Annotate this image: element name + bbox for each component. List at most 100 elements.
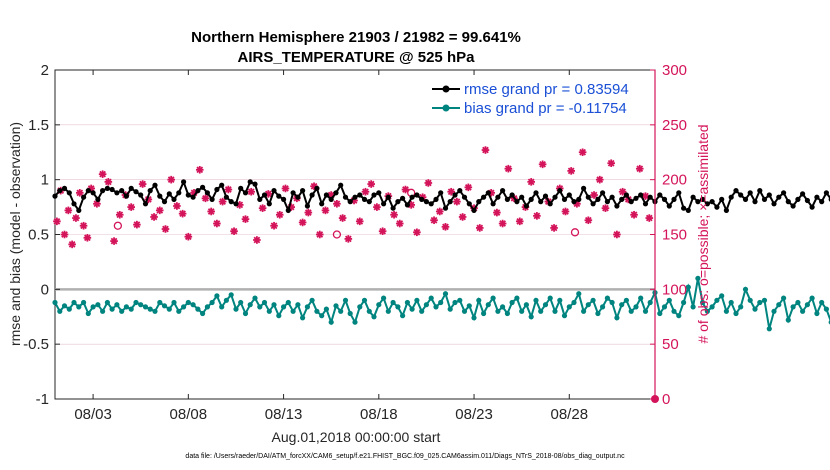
rmse-point [61, 185, 68, 191]
bias-point [209, 299, 215, 306]
bias-point [204, 304, 210, 310]
rmse-point [533, 190, 539, 196]
rmse-point [285, 207, 291, 213]
rmse-point [257, 196, 263, 202]
obs-assimilated-marker [344, 235, 353, 243]
bias-point [190, 302, 196, 308]
bias-point [390, 299, 396, 306]
obs-assimilated-marker [275, 210, 284, 219]
x-tick-label: 08/23 [455, 406, 493, 423]
y-left-tick-label: 1.5 [28, 117, 49, 134]
rmse-point [395, 199, 401, 205]
rmse-point [809, 204, 815, 210]
rmse-point [90, 190, 96, 196]
rmse-point [495, 194, 501, 200]
bias-point [485, 302, 491, 308]
rmse-point [157, 193, 163, 199]
rmse-point [171, 196, 177, 202]
bias-point [223, 297, 229, 303]
obs-assimilated-marker [195, 165, 204, 174]
bias-point [142, 304, 149, 310]
obs-assimilated-marker [138, 180, 147, 188]
bias-point [666, 297, 672, 303]
bias-point [385, 308, 391, 314]
bias-point [247, 302, 253, 308]
obs-assimilated-marker [281, 184, 290, 193]
bias-point [442, 291, 449, 297]
rmse-point [57, 188, 63, 194]
obs-assimilated-marker [464, 183, 473, 192]
obs-assimilated-marker [441, 223, 450, 231]
rmse-point [800, 191, 806, 197]
obs-assimilated-marker [504, 164, 513, 173]
x-tick-label: 08/08 [170, 406, 208, 423]
rmse-point [504, 196, 510, 202]
bias-point [676, 313, 682, 319]
bias-point [495, 308, 501, 314]
rmse-point [738, 192, 744, 198]
rmse-point [785, 199, 791, 205]
rmse-point [795, 196, 801, 202]
obs-assimilated-marker [378, 227, 387, 236]
legend-bias-marker [442, 104, 450, 112]
obs-assimilated-marker [173, 202, 181, 210]
bias-point [347, 310, 353, 317]
rmse-point [447, 199, 453, 205]
rmse-point [714, 204, 720, 210]
bias-point [633, 304, 639, 310]
obs-assimilated-marker [110, 237, 118, 245]
bias-point [471, 315, 477, 321]
bias-point [81, 299, 87, 306]
bias-point [623, 297, 630, 303]
bias-point [200, 310, 206, 317]
bias-point [709, 304, 715, 310]
rmse-point [433, 196, 439, 202]
chart-title-line2: AIRS_TEMPERATURE @ 525 hPa [238, 49, 476, 66]
y-left-tick-label: 2 [41, 62, 49, 79]
rmse-point [347, 199, 353, 205]
rmse-point [585, 194, 591, 200]
bias-point [700, 299, 706, 306]
rmse-point [185, 192, 191, 198]
obs-assimilated-marker [72, 214, 80, 222]
bias-point [95, 302, 101, 308]
bias-point [57, 308, 63, 314]
obs-assimilated-marker [361, 187, 370, 196]
rmse-point [385, 194, 391, 200]
rmse-point [571, 199, 577, 205]
bias-point [119, 308, 125, 314]
bias-point [776, 302, 782, 308]
rmse-point [204, 190, 210, 196]
rmse-point [623, 192, 630, 198]
obs-assimilated-marker [83, 233, 92, 242]
rmse-point [195, 188, 201, 194]
rmse-point [357, 192, 363, 198]
bias-point [752, 306, 758, 312]
bias-point [609, 299, 615, 306]
bias-point [519, 308, 525, 314]
obs-assimilated-marker [247, 187, 255, 196]
bias-point [166, 306, 172, 312]
rmse-point [647, 194, 653, 200]
obs-assimilated-marker [561, 207, 570, 216]
bias-point [185, 299, 191, 306]
rmse-point [181, 179, 187, 185]
rmse-point [319, 201, 325, 207]
bias-point [338, 308, 344, 314]
y-left-tick-label: 1 [41, 172, 49, 189]
obs-assimilated-marker [527, 178, 535, 186]
bias-point [395, 304, 401, 310]
obs-assimilated-marker [533, 212, 541, 220]
rmse-point [681, 205, 687, 211]
obs-assimilated-marker [150, 213, 158, 221]
bias-point [733, 310, 739, 317]
bias-point [433, 304, 439, 310]
obs-assimilated-marker [60, 230, 69, 239]
rmse-point [276, 193, 282, 199]
rmse-point [561, 196, 568, 202]
bias-point [409, 306, 415, 312]
rmse-point [333, 190, 339, 196]
rmse-point [66, 190, 72, 196]
rmse-point [642, 201, 649, 207]
bias-point [542, 302, 549, 308]
